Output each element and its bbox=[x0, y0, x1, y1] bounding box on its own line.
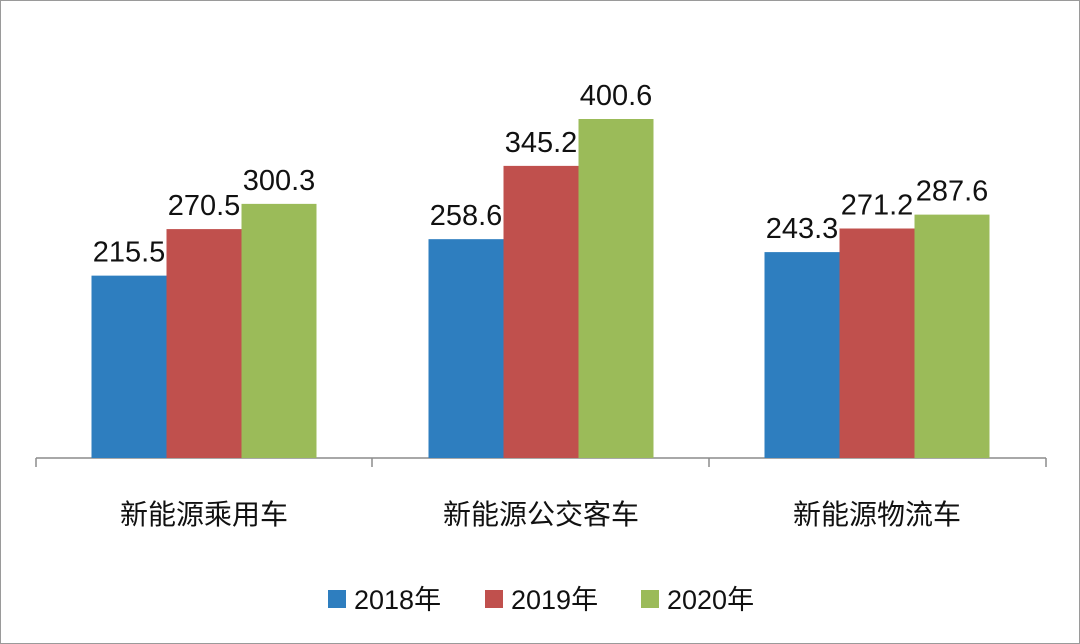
data-label-2020年-新能源公交客车: 400.6 bbox=[580, 80, 653, 112]
data-label-2020年-新能源乘用车: 300.3 bbox=[243, 165, 316, 197]
bar-2018年-新能源乘用车 bbox=[91, 275, 167, 458]
category-label-0: 新能源乘用车 bbox=[120, 498, 288, 531]
bar-2020年-新能源乘用车 bbox=[241, 203, 317, 458]
bar-2018年-新能源物流车 bbox=[764, 252, 840, 458]
bar-2019年-新能源公交客车 bbox=[503, 165, 579, 459]
bar-2019年-新能源乘用车 bbox=[166, 229, 242, 458]
legend-label-2020年: 2020年 bbox=[667, 585, 754, 615]
legend-label-2019年: 2019年 bbox=[511, 585, 598, 615]
bar-2020年-新能源公交客车 bbox=[578, 119, 654, 458]
legend-swatch-2020年 bbox=[641, 590, 659, 608]
category-label-1: 新能源公交客车 bbox=[443, 498, 639, 531]
data-label-2019年-新能源乘用车: 270.5 bbox=[168, 190, 241, 222]
legend-swatch-2019年 bbox=[485, 590, 503, 608]
legend-label-2018年: 2018年 bbox=[354, 585, 441, 615]
legend-swatch-2018年 bbox=[328, 590, 346, 608]
bar-2019年-新能源物流车 bbox=[839, 228, 915, 458]
data-label-2020年-新能源物流车: 287.6 bbox=[916, 176, 989, 208]
bar-2018年-新能源公交客车 bbox=[428, 239, 504, 458]
category-label-2: 新能源物流车 bbox=[793, 498, 961, 531]
data-label-2018年-新能源公交客车: 258.6 bbox=[430, 200, 503, 232]
data-label-2018年-新能源乘用车: 215.5 bbox=[93, 237, 166, 269]
data-label-2018年-新能源物流车: 243.3 bbox=[766, 213, 839, 245]
data-label-2019年-新能源公交客车: 345.2 bbox=[505, 127, 578, 159]
bar-2020年-新能源物流车 bbox=[914, 214, 990, 458]
data-label-2019年-新能源物流车: 271.2 bbox=[841, 190, 914, 222]
